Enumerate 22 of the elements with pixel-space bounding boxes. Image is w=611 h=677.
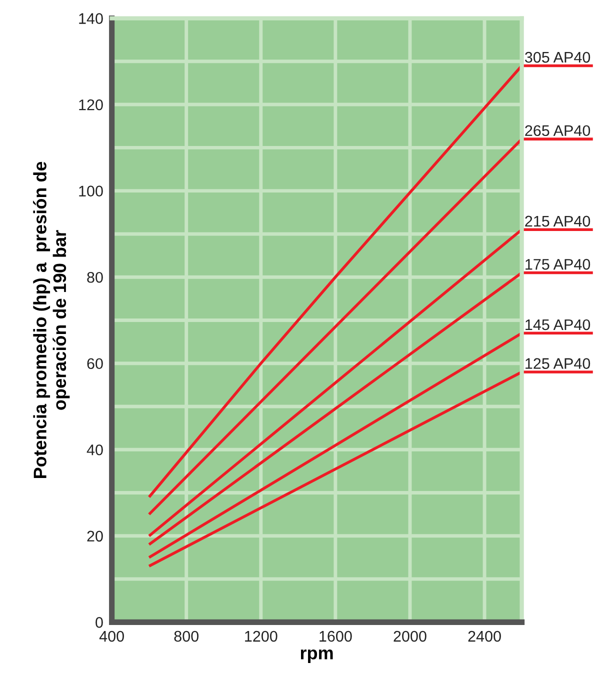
y-axis-title: Potencia promedio (hp) a presión de operación de 190 bar [33, 162, 70, 478]
x-tick-label: 2000 [394, 630, 426, 642]
x-tick-label: 800 [174, 630, 199, 642]
series-label: 215 AP40 [525, 216, 590, 227]
y-tick-label: 0 [96, 617, 103, 628]
y-tick-label: 40 [86, 444, 103, 456]
x-tick-label: 2400 [468, 630, 501, 642]
x-tick-label: 1200 [245, 630, 278, 642]
series-label: 175 AP40 [526, 258, 590, 270]
y-tick-label: 60 [87, 358, 103, 370]
y-tick-label: 140 [79, 13, 103, 24]
x-axis-title: rpm [300, 649, 333, 663]
y-tick-label: 120 [79, 99, 103, 110]
y-tick-label: 20 [87, 530, 103, 542]
series-label: 305 AP40 [524, 52, 590, 63]
series-label: 125 AP40 [526, 358, 590, 369]
y-tick-label: 100 [79, 186, 103, 197]
y-tick-label: 80 [87, 272, 103, 283]
x-tick-label: 400 [99, 630, 124, 642]
series-label: 145 AP40 [526, 319, 590, 330]
x-tick-label: 1600 [320, 630, 352, 642]
series-label: 265 AP40 [525, 125, 590, 136]
